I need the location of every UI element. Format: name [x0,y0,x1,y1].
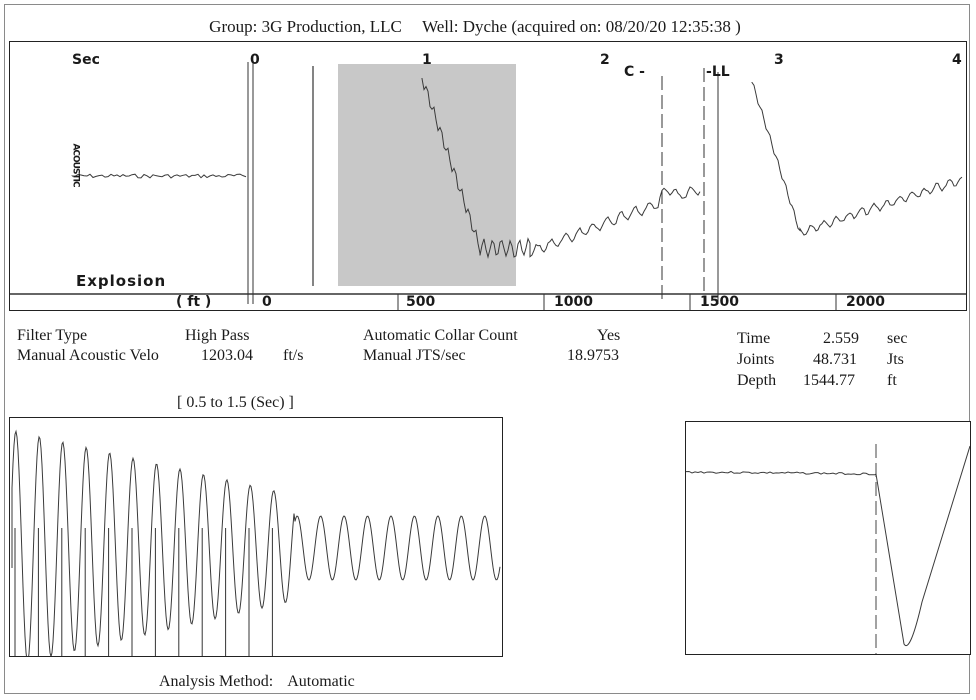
ft-tick-label-2000: 2000 [846,294,885,310]
joints-label: Joints [737,351,775,368]
analysis-method-value: Automatic [287,673,355,690]
manual-acoustic-label: Manual Acoustic Velo [17,347,159,364]
group-label: Group: 3G Production, LLC [209,17,402,36]
ft-label: ( ft ) [176,294,212,310]
well-label: Well: Dyche (acquired on: 08/20/20 12:35… [422,17,741,36]
ft-tick-label-1500: 1500 [700,294,739,310]
manual-jts-label: Manual JTS/sec [363,347,466,364]
marker-ll-text: LL [711,64,730,80]
ft-tick-label-1000: 1000 [554,294,593,310]
ll-marker-label: -LL [706,64,730,80]
depth-value: 1544.77 [803,372,855,389]
sec-tick-2: 2 [600,52,610,68]
acoustic-trace-svg [10,62,966,310]
liquid-level-svg [686,444,970,654]
collar-tick-marks [14,528,273,656]
collar-zoom-trace [11,429,501,656]
sec-label: Sec [72,52,100,68]
sec-tick-3: 3 [774,52,784,68]
sec-tick-1: 1 [422,52,432,68]
collar-zoom-panel [9,417,503,657]
manual-acoustic-unit: ft/s [283,347,304,364]
depth-unit: ft [887,372,897,389]
joints-value: 48.731 [813,351,857,368]
liquid-level-panel [685,421,971,655]
marker-c-text: C [624,64,635,80]
auto-collar-value: Yes [597,327,621,344]
depth-label: Depth [737,372,777,389]
ft-tick-label-500: 500 [406,294,436,310]
acoustic-trace-panel: Sec 0 1 2 3 4 C - -LL ACOUSTIC Explosion… [9,41,967,311]
joints-unit: Jts [887,351,904,368]
report-header: Group: 3G Production, LLC Well: Dyche (a… [65,17,885,37]
time-label: Time [737,330,771,347]
time-unit: sec [887,330,908,347]
liquid-level-trace [686,445,970,647]
time-value: 2.559 [823,330,859,347]
acoustic-trace-line [71,78,963,259]
analysis-method: Analysis Method: Automatic [159,673,355,691]
acoustic-side-label: ACOUSTIC [70,143,81,187]
filter-type-label: Filter Type [17,327,88,344]
ft-tick-label-0: 0 [262,294,272,310]
range-label: [ 0.5 to 1.5 (Sec) ] [177,394,294,411]
report-page: Group: 3G Production, LLC Well: Dyche (a… [4,4,971,694]
auto-collar-label: Automatic Collar Count [363,327,518,344]
analysis-method-label: Analysis Method: [159,673,274,690]
sec-tick-4: 4 [952,52,962,68]
sec-tick-0: 0 [250,52,260,68]
collar-marker-label: C - [624,64,645,80]
collar-zoom-svg [11,429,501,656]
manual-jts-value: 18.9753 [567,347,619,364]
manual-acoustic-value: 1203.04 [201,347,253,364]
filter-type-value: High Pass [185,327,250,344]
explosion-label: Explosion [76,272,167,290]
